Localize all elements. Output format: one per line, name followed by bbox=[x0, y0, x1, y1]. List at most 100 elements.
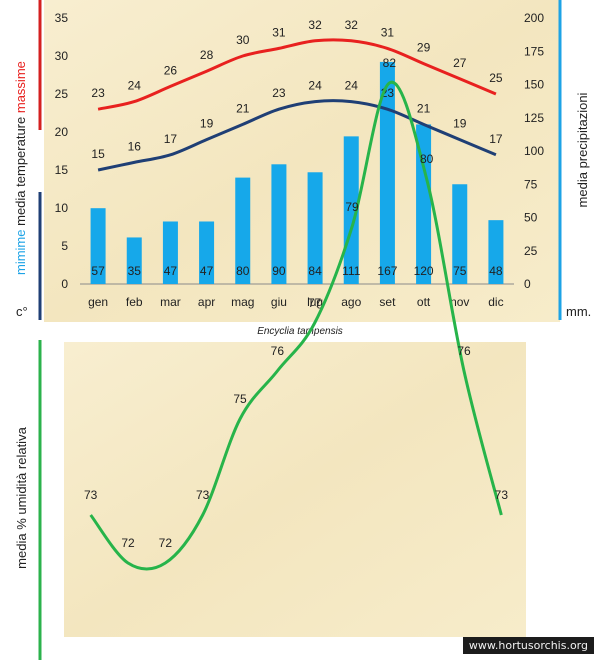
precipitation-bar bbox=[199, 221, 215, 284]
precipitation-bar bbox=[162, 221, 178, 284]
humidity-chart: media % umidità relativa 73 72 72 73 75 76 77 79… bbox=[14, 56, 508, 660]
month-label: feb bbox=[126, 295, 143, 309]
precipitation-bar bbox=[307, 172, 323, 284]
month-label: nov bbox=[450, 295, 469, 309]
precipitation-bar bbox=[488, 220, 504, 284]
min-temperature-label: 16 bbox=[128, 139, 142, 153]
precipitation-bar bbox=[90, 208, 106, 284]
max-temperature-line bbox=[97, 38, 497, 111]
left-unit-label: c° bbox=[16, 304, 28, 319]
site-credit: www.hortusorchis.org bbox=[462, 637, 594, 654]
precipitation-bar bbox=[416, 124, 432, 285]
right-tick-label: 25 bbox=[524, 244, 538, 258]
humidity-axis-label: media % umidità relativa bbox=[14, 426, 29, 568]
max-temperature-label: 23 bbox=[91, 86, 105, 100]
precipitation-value-label: 84 bbox=[308, 264, 322, 278]
precipitation-bar bbox=[343, 136, 359, 284]
humidity-value-label: 72 bbox=[121, 536, 135, 550]
humidity-value-label: 73 bbox=[84, 488, 98, 502]
humidity-value-label: 75 bbox=[233, 392, 247, 406]
min-temperature-label: 23 bbox=[272, 86, 286, 100]
max-temperature-label: 28 bbox=[200, 48, 214, 62]
humidity-value-label: 76 bbox=[271, 344, 285, 358]
max-temperature-label: 26 bbox=[164, 63, 178, 77]
max-temperature-label: 29 bbox=[417, 41, 431, 55]
precipitation-value-label: 90 bbox=[272, 264, 286, 278]
min-temperature-label: 17 bbox=[164, 132, 178, 146]
min-temperature-label: 19 bbox=[453, 117, 467, 131]
temperature-precipitation-chart: 0 5 10 15 20 25 30 35 0 25 50 75 100 125 150 175 200 mimi… bbox=[13, 0, 591, 320]
humidity-value-label: 76 bbox=[457, 344, 471, 358]
precipitation-bar bbox=[271, 164, 287, 284]
min-temperature-label: 24 bbox=[308, 79, 322, 93]
humidity-value-label: 77 bbox=[308, 296, 322, 310]
right-tick-label: 50 bbox=[524, 211, 538, 225]
left-tick-label: 20 bbox=[55, 125, 69, 139]
min-temperature-label: 19 bbox=[200, 117, 214, 131]
humidity-value-label: 79 bbox=[345, 200, 359, 214]
precipitation-value-label: 47 bbox=[200, 264, 214, 278]
month-label: set bbox=[379, 295, 396, 309]
left-axis-label-part: media temperature bbox=[13, 117, 28, 226]
right-unit-label: mm. bbox=[566, 304, 591, 319]
precipitation-value-label: 167 bbox=[377, 264, 397, 278]
humidity-line bbox=[89, 80, 503, 571]
humidity-value-label: 73 bbox=[495, 488, 509, 502]
month-label: apr bbox=[198, 295, 215, 309]
humidity-value-label: 82 bbox=[383, 56, 397, 70]
min-temperature-label: 21 bbox=[417, 101, 431, 115]
max-temperature-label: 31 bbox=[272, 25, 286, 39]
precipitation-value-label: 80 bbox=[236, 264, 250, 278]
month-label: lug bbox=[307, 295, 323, 309]
upper-chart-title: Encyclia tampensis bbox=[257, 326, 343, 337]
left-tick-label: 25 bbox=[55, 87, 69, 101]
right-tick-label: 125 bbox=[524, 111, 544, 125]
left-tick-label: 35 bbox=[55, 11, 69, 25]
min-temperature-label: 15 bbox=[91, 147, 105, 161]
left-tick-label: 5 bbox=[61, 239, 68, 253]
left-axis-label-part: mimime bbox=[13, 230, 28, 276]
right-axis-label: media precipitazioni bbox=[575, 92, 590, 207]
max-temperature-label: 25 bbox=[489, 71, 503, 85]
humidity-value-label: 80 bbox=[420, 152, 434, 166]
month-label: gen bbox=[88, 295, 108, 309]
max-temperature-label: 32 bbox=[345, 18, 359, 32]
precipitation-value-label: 48 bbox=[489, 264, 503, 278]
right-tick-label: 150 bbox=[524, 78, 544, 92]
max-temperature-label: 27 bbox=[453, 56, 467, 70]
right-tick-label: 100 bbox=[524, 144, 544, 158]
left-axis-label: mimime media temperature massime bbox=[13, 61, 28, 275]
min-temperature-line bbox=[97, 99, 497, 172]
precipitation-bar bbox=[235, 177, 251, 284]
month-label: giu bbox=[271, 295, 287, 309]
precipitation-value-label: 111 bbox=[342, 264, 361, 278]
right-tick-label: 200 bbox=[524, 11, 544, 25]
precipitation-value-label: 75 bbox=[453, 264, 467, 278]
precipitation-bar bbox=[379, 61, 395, 284]
max-temperature-label: 31 bbox=[381, 25, 395, 39]
max-temperature-label: 30 bbox=[236, 33, 250, 47]
lower-chart-background bbox=[64, 342, 526, 637]
precipitation-value-label: 47 bbox=[164, 264, 178, 278]
left-axis-label-part: massime bbox=[13, 61, 28, 113]
right-tick-label: 175 bbox=[524, 44, 544, 58]
right-tick-label: 75 bbox=[524, 177, 538, 191]
upper-chart-background bbox=[44, 0, 560, 322]
min-temperature-label: 21 bbox=[236, 101, 250, 115]
precipitation-bar bbox=[126, 237, 142, 284]
max-temperature-label: 24 bbox=[128, 79, 142, 93]
max-temperature-label: 32 bbox=[308, 18, 322, 32]
month-label: dic bbox=[488, 295, 503, 309]
precipitation-bar bbox=[452, 184, 468, 284]
min-temperature-label: 24 bbox=[345, 79, 359, 93]
month-label: ago bbox=[341, 295, 361, 309]
month-label: mag bbox=[231, 295, 254, 309]
left-tick-label: 30 bbox=[55, 49, 69, 63]
left-tick-label: 15 bbox=[55, 163, 69, 177]
precipitation-value-label: 120 bbox=[414, 264, 434, 278]
humidity-value-label: 73 bbox=[196, 488, 210, 502]
left-tick-label: 10 bbox=[55, 201, 69, 215]
left-tick-label: 0 bbox=[61, 277, 68, 291]
humidity-value-label: 72 bbox=[159, 536, 173, 550]
